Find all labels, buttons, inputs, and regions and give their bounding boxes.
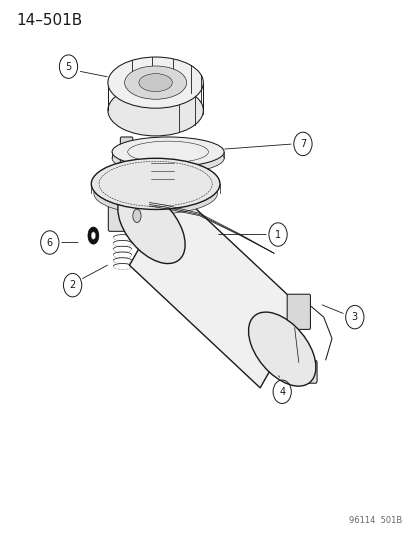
Ellipse shape (112, 143, 224, 173)
FancyBboxPatch shape (150, 152, 176, 189)
Text: 3: 3 (352, 312, 358, 322)
FancyBboxPatch shape (287, 294, 310, 329)
Text: 4: 4 (279, 387, 285, 397)
Ellipse shape (94, 173, 217, 214)
FancyBboxPatch shape (290, 363, 303, 378)
Polygon shape (129, 188, 304, 388)
Text: 96114  501B: 96114 501B (349, 516, 403, 525)
FancyBboxPatch shape (287, 360, 317, 383)
Ellipse shape (91, 158, 220, 209)
Text: 5: 5 (65, 62, 72, 71)
Ellipse shape (124, 66, 187, 99)
Ellipse shape (139, 74, 172, 92)
FancyBboxPatch shape (120, 137, 133, 191)
Text: 2: 2 (69, 280, 76, 290)
FancyBboxPatch shape (108, 198, 137, 231)
Ellipse shape (108, 57, 203, 108)
Ellipse shape (112, 137, 224, 167)
Ellipse shape (91, 232, 95, 239)
Ellipse shape (249, 312, 316, 386)
Ellipse shape (108, 85, 203, 136)
Text: 6: 6 (47, 238, 53, 247)
FancyBboxPatch shape (133, 148, 143, 188)
Ellipse shape (133, 209, 141, 223)
Text: 1: 1 (275, 230, 281, 239)
Text: 7: 7 (300, 139, 306, 149)
Ellipse shape (118, 190, 185, 263)
Text: 14–501B: 14–501B (17, 13, 83, 28)
Ellipse shape (88, 227, 99, 244)
